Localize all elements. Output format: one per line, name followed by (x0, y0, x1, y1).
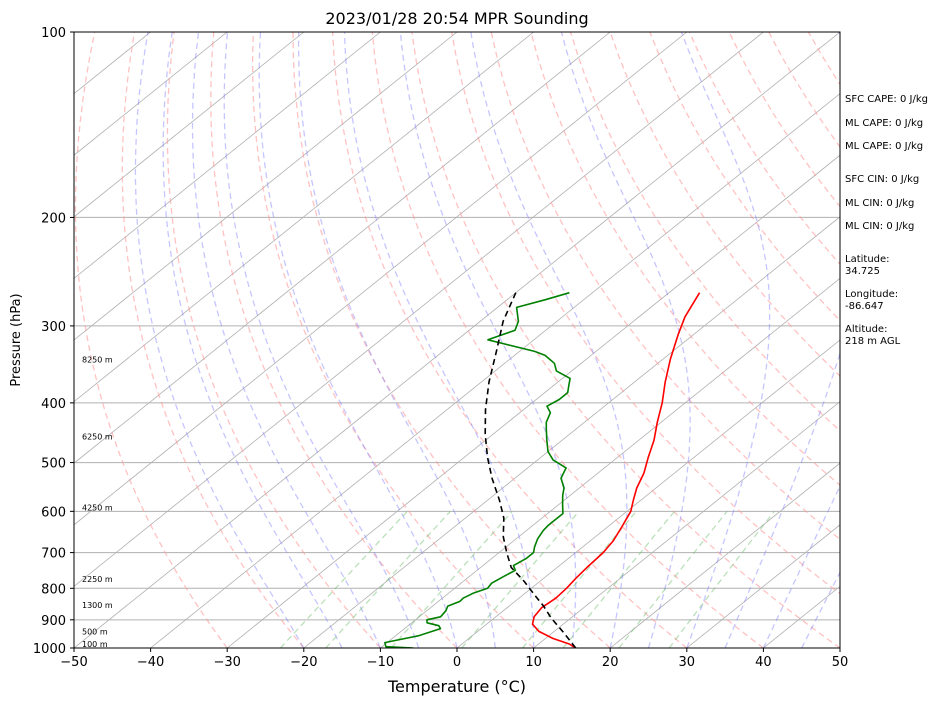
axes-layer: −50 −40 −30 −20 −10 0 10 20 30 40 50 100 200 300 400 50… (33, 26, 848, 670)
latitude-label: Latitude: (845, 254, 890, 265)
altitude-label: Altitude: (845, 324, 888, 335)
x-tick-label: 30 (679, 655, 696, 670)
height-label: 6250 m (82, 432, 113, 441)
mixing-ratio-line (668, 510, 775, 648)
isotherm-line (686, 524, 840, 648)
isotherm-line (74, 32, 381, 279)
isotherm-line (303, 216, 840, 648)
sfc-cin-text: SFC CIN: 0 J/kg (845, 174, 920, 185)
dewpoint-profile-line (384, 291, 571, 648)
dry-adiabat-line (74, 32, 228, 648)
y-tick-label: 300 (41, 320, 66, 335)
latitude-value: 34.725 (845, 266, 880, 277)
isotherm-line (226, 154, 840, 648)
dry-adiabat-line (927, 32, 946, 648)
x-axis-label: Temperature (°C) (387, 677, 526, 696)
longitude-value: -86.647 (845, 301, 884, 312)
isotherm-line (74, 32, 764, 587)
height-label: 4250 m (82, 503, 113, 512)
y-tick-label: 600 (41, 505, 66, 520)
y-tick-label: 200 (41, 211, 66, 226)
isotherm-line (74, 32, 534, 403)
y-tick-label: 400 (41, 397, 66, 412)
x-tick-label: 50 (832, 655, 849, 670)
temperature-profile-line (531, 292, 701, 648)
y-tick-label: 1000 (33, 642, 66, 657)
dry-adiabat-line (411, 32, 840, 648)
dry-adiabat-line (251, 32, 535, 648)
height-label: 2250 m (82, 575, 113, 584)
dry-adiabat-line (649, 32, 840, 322)
isotherm-line (74, 32, 305, 218)
isotherm-line (533, 401, 840, 648)
height-label: 500 m (82, 628, 108, 637)
parcel-path-line (484, 292, 577, 648)
moist-adiabat-line (560, 32, 691, 648)
isotherm-line (456, 339, 840, 648)
moist-adiabat-line (297, 32, 496, 648)
mixing-ratio-line (618, 510, 728, 648)
longitude-label: Longitude: (845, 289, 899, 300)
y-tick-label: 100 (41, 26, 66, 41)
y-tick-label: 900 (41, 614, 66, 629)
series-layer (384, 291, 701, 648)
isotherm-line (150, 93, 840, 648)
moist-adiabat-line (724, 32, 840, 648)
height-label: 100 m (82, 640, 108, 649)
moist-adiabat-line (470, 32, 628, 648)
x-tick-label: 40 (755, 655, 772, 670)
moist-adiabat-line (343, 32, 535, 648)
isotherm-line (74, 32, 611, 464)
x-tick-label: −20 (290, 655, 317, 670)
moist-adiabat-line (258, 32, 458, 648)
mixing-ratio-line (390, 510, 513, 648)
moist-adiabat-line (134, 32, 305, 648)
x-tick-label: 10 (525, 655, 542, 670)
dry-adiabat-line (609, 32, 840, 377)
moist-adiabat-line (162, 32, 343, 648)
dry-adiabat-line (292, 32, 611, 648)
dry-adiabat-line (121, 32, 305, 648)
isotherm-line (74, 32, 228, 156)
altitude-value: 218 m AGL (845, 336, 901, 347)
ml-cin-text: ML CIN: 0 J/kg (845, 198, 915, 209)
ml-cin-text-2: ML CIN: 0 J/kg (845, 221, 915, 232)
x-tick-label: −30 (213, 655, 240, 670)
mixing-ratio-line (280, 510, 408, 648)
moist-adiabat-line (191, 32, 381, 648)
moist-adiabat-line (680, 32, 771, 648)
mixing-ratio-line (325, 510, 451, 648)
dry-adiabat-line (450, 32, 840, 595)
sfc-cape-text: SFC CAPE: 0 J/kg (845, 94, 928, 105)
x-tick-label: −40 (137, 655, 164, 670)
ml-cape-text-2: ML CAPE: 0 J/kg (845, 141, 924, 152)
height-label: 1300 m (82, 601, 113, 610)
isotherm-line (380, 277, 840, 648)
height-label: 8250 m (82, 355, 113, 364)
x-tick-label: 20 (602, 655, 619, 670)
x-tick-label: −50 (60, 655, 87, 670)
isotherm-line (609, 462, 840, 648)
isotherm-line (74, 32, 840, 648)
moist-adiabat-line (223, 32, 420, 648)
y-tick-label: 500 (41, 457, 66, 472)
dry-adiabat-line (166, 32, 381, 648)
x-tick-label: 0 (453, 655, 461, 670)
y-tick-label: 800 (41, 582, 66, 597)
background-lines (74, 32, 946, 648)
mixing-ratio-line (562, 510, 676, 648)
isotherm-line (74, 32, 688, 526)
dry-adiabat-line (371, 32, 764, 648)
y-axis-label: Pressure (hPa) (9, 293, 24, 386)
dry-adiabat-line (331, 32, 688, 648)
mixing-ratio-line (461, 510, 580, 648)
y-tick-label: 700 (41, 547, 66, 562)
x-tick-label: −10 (367, 655, 394, 670)
ml-cape-text: ML CAPE: 0 J/kg (845, 118, 924, 129)
isotherm-line (74, 32, 458, 341)
chart-title: 2023/01/28 20:54 MPR Sounding (325, 9, 588, 28)
dry-adiabat-line (210, 32, 458, 648)
